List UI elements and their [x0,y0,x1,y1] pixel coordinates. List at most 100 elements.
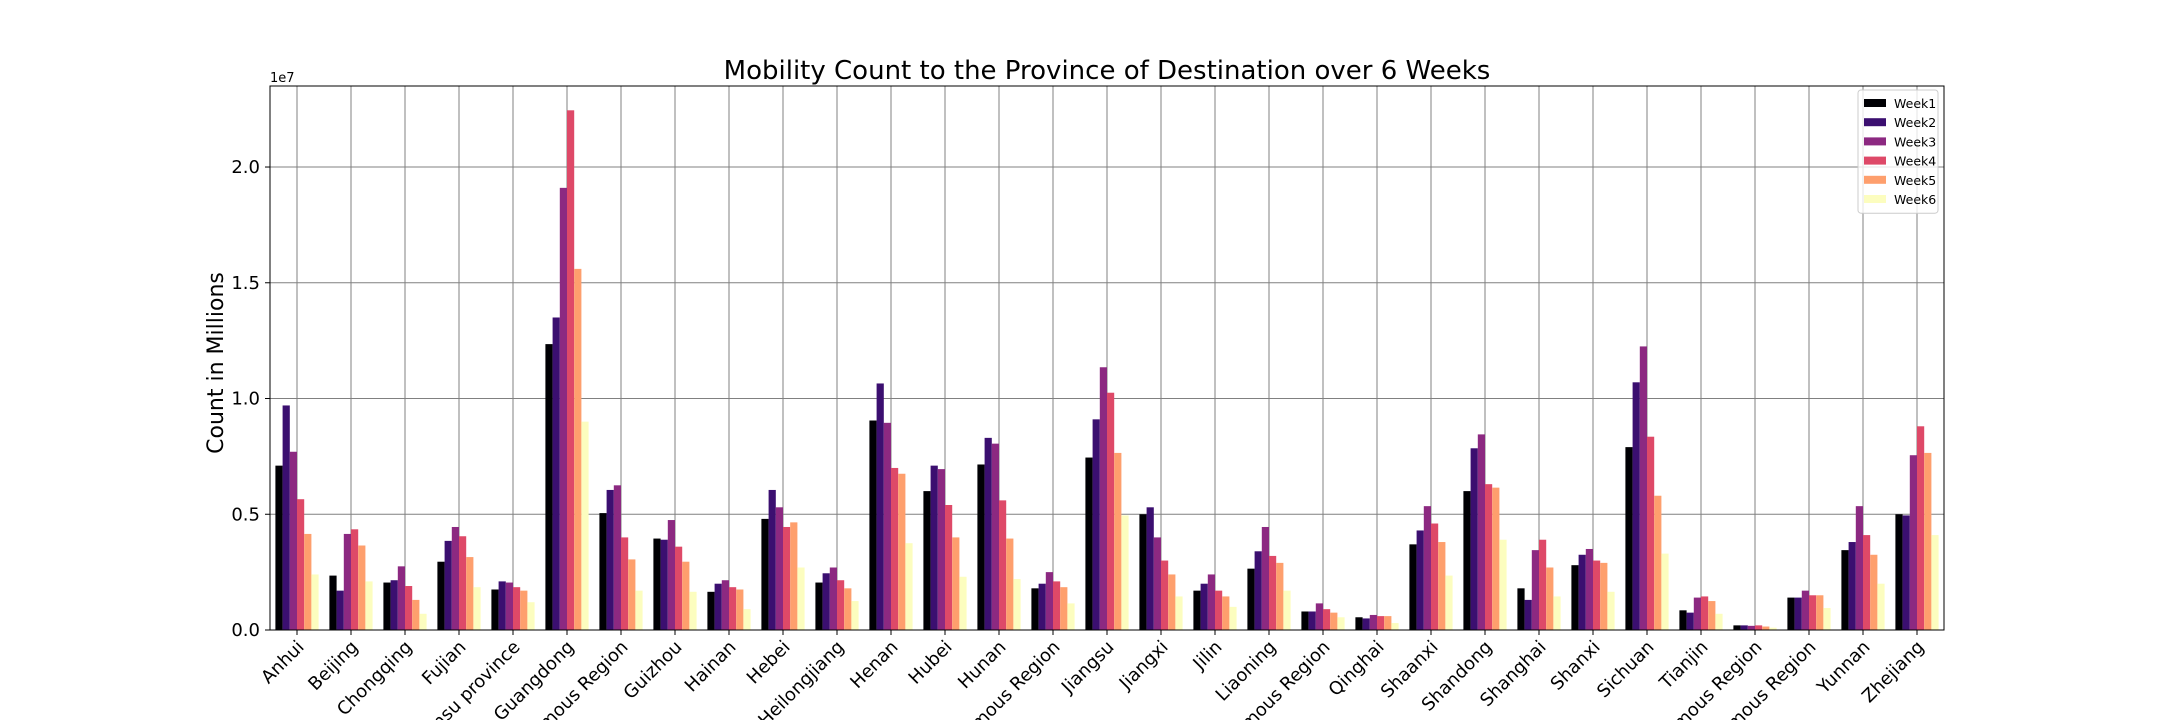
bar-week1 [815,582,823,630]
bar-week4 [837,580,845,630]
bar-week3 [1207,574,1215,630]
bar-week6 [1661,553,1669,630]
bar-week2 [1740,625,1748,630]
bar-week4 [675,546,683,630]
bar-week3 [1045,572,1053,630]
bar-week2 [336,590,344,630]
y-tick-label: 0.5 [231,504,260,525]
bar-week3 [1855,506,1863,630]
bar-week4 [1539,539,1547,630]
bar-week5 [1006,538,1014,630]
bar-week4 [1485,484,1493,630]
bar-week5 [1762,626,1770,630]
bar-week4 [783,526,791,630]
bar-week3 [1315,603,1323,630]
bar-week1 [329,575,337,630]
bar-week2 [1848,542,1856,630]
bar-week2 [1092,419,1100,630]
legend-label: Week3 [1894,134,1936,149]
legend-swatch [1864,99,1886,107]
bar-week1 [275,465,283,630]
bar-week2 [1146,507,1154,630]
bar-week2 [930,465,938,630]
bar-week1 [761,518,769,630]
bar-week6 [1229,606,1237,630]
bar-week3 [1531,550,1539,630]
legend-label: Week2 [1894,115,1936,130]
bar-week2 [1632,382,1640,630]
bar-week3 [1747,625,1755,630]
bar-week4 [999,500,1007,630]
y-tick-label: 2.0 [231,157,260,178]
bar-week6 [743,609,751,630]
bar-week5 [1600,562,1608,630]
bar-week4 [1053,581,1061,630]
bar-week4 [1755,625,1763,630]
bar-week3 [1099,367,1107,630]
bar-week4 [1323,609,1331,630]
bar-week4 [1161,560,1169,630]
bar-week2 [1416,530,1424,630]
bar-week1 [1247,568,1255,630]
bar-week4 [1863,535,1871,630]
bar-week1 [545,344,553,630]
bar-week1 [1787,597,1795,630]
bar-week3 [559,187,567,630]
bar-week2 [768,489,776,630]
bar-week5 [1330,612,1338,630]
bar-week1 [923,491,931,630]
bar-week5 [1438,542,1446,630]
bar-week4 [1647,436,1655,630]
bar-week1 [1625,447,1633,630]
legend-swatch [1864,118,1886,127]
bar-week4 [1593,560,1601,630]
bar-week1 [1679,610,1687,630]
bar-week5 [898,473,906,630]
bar-week4 [1269,555,1277,630]
bar-week6 [1877,583,1885,630]
axes-frame [269,85,1945,631]
bar-week4 [945,504,953,630]
bar-week2 [1578,554,1586,630]
bar-week6 [1337,617,1345,630]
bar-week4 [621,537,629,630]
bar-week5 [736,589,744,630]
bar-week2 [1794,597,1802,630]
bar-week2 [1902,515,1910,630]
bar-week6 [365,581,373,630]
bar-week2 [282,405,290,630]
bar-week6 [527,602,535,630]
bar-week3 [775,507,783,630]
legend-label: Week6 [1894,192,1936,207]
bar-week2 [714,583,722,630]
bar-week3 [883,422,891,630]
bar-week6 [689,591,697,630]
bar-week6 [1067,603,1075,630]
bar-week2 [1254,551,1262,630]
bar-week6 [1931,535,1939,630]
bar-week6 [419,613,427,630]
bar-week2 [498,581,506,630]
bar-week5 [1060,587,1068,630]
bar-week5 [1924,452,1932,630]
bar-week1 [1193,590,1201,630]
bar-week3 [1153,537,1161,630]
bar-week3 [1477,434,1485,630]
bar-week4 [297,499,305,630]
bar-week1 [707,591,715,630]
legend-swatch [1864,156,1886,165]
bar-week1 [1301,611,1309,630]
bar-week5 [952,537,960,630]
bar-week2 [1362,618,1370,630]
bar-week5 [1870,554,1878,630]
bar-week3 [613,485,621,630]
bar-week3 [937,469,945,630]
bar-week3 [667,520,675,630]
bar-week3 [1639,346,1647,630]
bar-week1 [491,589,499,630]
bar-week5 [1492,487,1500,630]
bar-week1 [1463,491,1471,630]
bar-week1 [1841,550,1849,630]
bar-week5 [1276,562,1284,630]
